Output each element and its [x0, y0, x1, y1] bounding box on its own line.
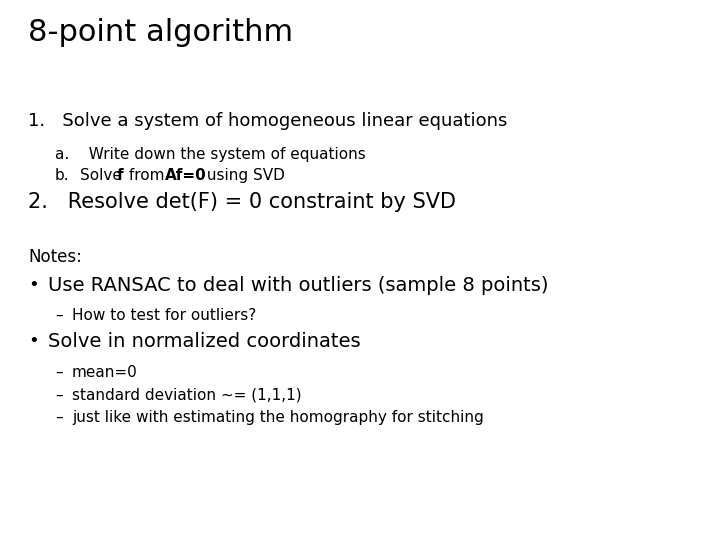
Text: Solve: Solve: [80, 168, 127, 183]
Text: Solve in normalized coordinates: Solve in normalized coordinates: [48, 332, 361, 351]
Text: a.    Write down the system of equations: a. Write down the system of equations: [55, 147, 366, 162]
Text: Af=0: Af=0: [165, 168, 207, 183]
Text: –: –: [55, 410, 63, 425]
Text: •: •: [28, 332, 39, 350]
Text: •: •: [28, 276, 39, 294]
Text: –: –: [55, 308, 63, 323]
Text: 1.   Solve a system of homogeneous linear equations: 1. Solve a system of homogeneous linear …: [28, 112, 508, 130]
Text: f: f: [117, 168, 124, 183]
Text: 8-point algorithm: 8-point algorithm: [28, 18, 293, 47]
Text: –: –: [55, 388, 63, 403]
Text: standard deviation ~= (1,1,1): standard deviation ~= (1,1,1): [72, 388, 302, 403]
Text: using SVD: using SVD: [202, 168, 285, 183]
Text: Notes:: Notes:: [28, 248, 82, 266]
Text: Use RANSAC to deal with outliers (sample 8 points): Use RANSAC to deal with outliers (sample…: [48, 276, 549, 295]
Text: How to test for outliers?: How to test for outliers?: [72, 308, 256, 323]
Text: from: from: [124, 168, 174, 183]
Text: –: –: [55, 365, 63, 380]
Text: mean=0: mean=0: [72, 365, 138, 380]
Text: b.: b.: [55, 168, 70, 183]
Text: 2.   Resolve det(F) = 0 constraint by SVD: 2. Resolve det(F) = 0 constraint by SVD: [28, 192, 456, 212]
Text: just like with estimating the homography for stitching: just like with estimating the homography…: [72, 410, 484, 425]
